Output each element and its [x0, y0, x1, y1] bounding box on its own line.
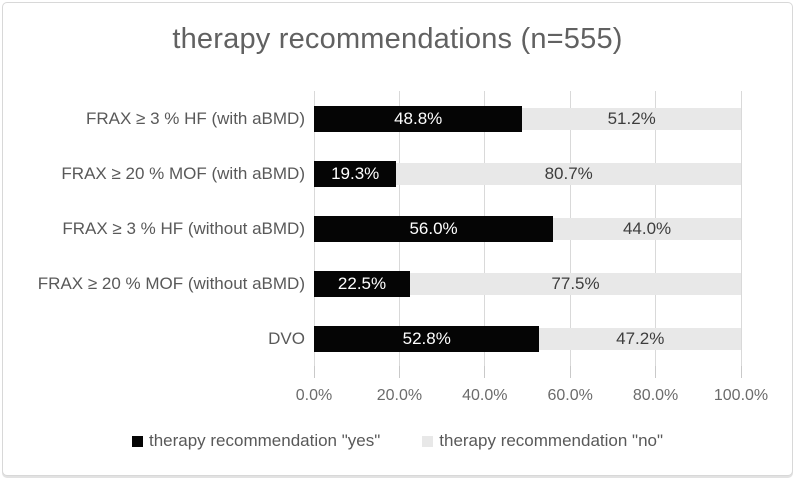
legend-item: therapy recommendation "no" — [422, 431, 663, 451]
bar-value-label: 77.5% — [551, 273, 600, 293]
bar-row: 48.8% 51.2% — [314, 91, 741, 146]
bar-segment-no: 77.5% — [410, 272, 741, 295]
axis-tick — [313, 366, 315, 378]
chart-frame: therapy recommendations (n=555) FRAX ≥ 3… — [2, 2, 793, 476]
bar-segment-no: 47.2% — [539, 327, 741, 350]
bar-value-label: 19.3% — [331, 163, 380, 183]
bar-segment-no: 51.2% — [522, 107, 741, 130]
bar-row: 56.0% 44.0% — [314, 201, 741, 256]
legend: therapy recommendation "yes" therapy reco… — [3, 431, 792, 451]
bar-segment-yes: 19.3% — [314, 160, 397, 187]
bar-row: 22.5% 77.5% — [314, 256, 741, 311]
bar-rows: 48.8% 51.2% 19.3% 80.7% 56.0% 44.0% 22.5% 77.5%… — [314, 91, 741, 366]
bar-value-label: 48.8% — [394, 108, 443, 128]
bar-segment-no: 80.7% — [396, 162, 741, 185]
bar-segment-yes: 52.8% — [314, 325, 540, 352]
bar-value-label: 52.8% — [402, 328, 451, 348]
legend-swatch-icon — [422, 435, 434, 447]
bar-value-label: 80.7% — [544, 163, 593, 183]
axis-tick — [484, 366, 486, 378]
bar-value-label: 51.2% — [607, 108, 656, 128]
bar-value-label: 22.5% — [337, 273, 387, 293]
bar-segment-yes: 22.5% — [314, 270, 411, 297]
axis-tick — [655, 366, 657, 378]
chart-title: therapy recommendations (n=555) — [172, 23, 623, 55]
x-axis-label: 0.0% — [295, 387, 333, 404]
category-label: FRAX ≥ 3 % HF (with aBMD) — [85, 108, 305, 128]
legend-swatch-icon — [131, 435, 143, 447]
bar-segment-yes: 48.8% — [314, 105, 523, 132]
legend-item: therapy recommendation "yes" — [131, 431, 381, 451]
gridline — [740, 91, 742, 366]
bar-segment-yes: 56.0% — [314, 215, 554, 242]
category-label: DVO — [268, 328, 305, 348]
axis-tick — [398, 366, 400, 378]
bar-row: 19.3% 80.7% — [314, 146, 741, 201]
category-label: FRAX ≥ 20 % MOF (with aBMD) — [61, 163, 305, 183]
x-axis-label: 100.0% — [713, 387, 769, 404]
axis-tick — [569, 366, 571, 378]
legend-label: therapy recommendation "no" — [439, 431, 664, 450]
x-axis-label: 60.0% — [547, 387, 593, 404]
plot-area: 48.8% 51.2% 19.3% 80.7% 56.0% 44.0% 22.5% 77.5%… — [296, 91, 768, 404]
category-axis: FRAX ≥ 3 % HF (with aBMD) FRAX ≥ 20 % MOF… — [13, 91, 305, 366]
bar-value-label: 44.0% — [622, 218, 672, 238]
x-axis-label: 80.0% — [632, 387, 679, 404]
axis-tick — [740, 366, 742, 378]
bar-segment-no: 44.0% — [553, 217, 741, 240]
legend-label: therapy recommendation "yes" — [148, 431, 381, 450]
bar-value-label: 56.0% — [409, 218, 458, 238]
bar-row: 52.8% 47.2% — [314, 311, 741, 366]
bar-value-label: 47.2% — [616, 328, 665, 348]
category-label: FRAX ≥ 20 % MOF (without aBMD) — [37, 273, 305, 293]
x-axis-label: 20.0% — [376, 387, 423, 404]
x-axis-label: 40.0% — [462, 387, 508, 404]
category-label: FRAX ≥ 3 % HF (without aBMD) — [62, 218, 305, 238]
